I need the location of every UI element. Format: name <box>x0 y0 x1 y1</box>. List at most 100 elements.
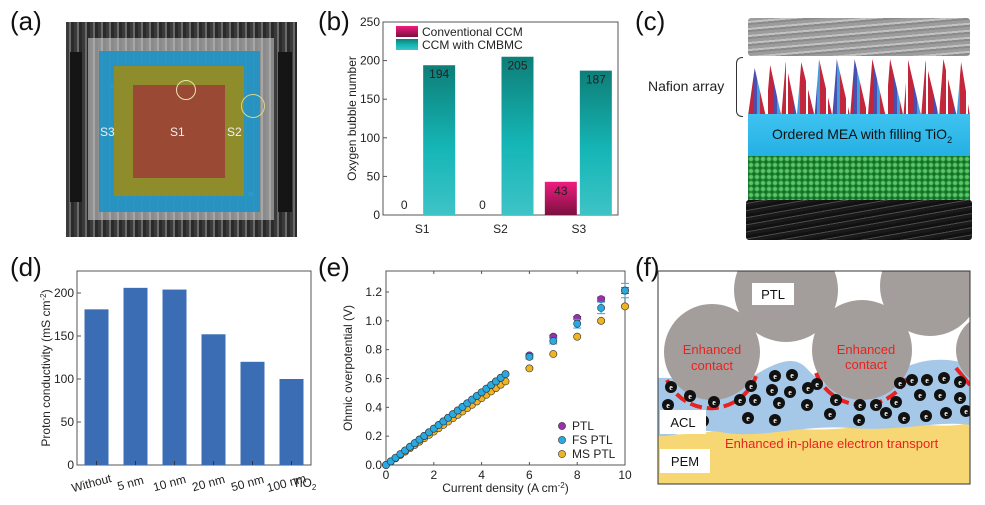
electron-label: e <box>902 414 906 423</box>
electron-label: e <box>806 384 810 393</box>
electron-icon <box>769 370 781 382</box>
catalyst-particle-layer <box>748 156 970 204</box>
electron-icon <box>662 399 674 411</box>
electron-icon <box>745 380 757 392</box>
region-label-s3: S3 <box>100 125 115 139</box>
region-label-s2: S2 <box>227 125 242 139</box>
data-label: 205 <box>507 59 527 73</box>
data-point <box>573 319 582 328</box>
panel-label-a: (a) <box>10 6 42 36</box>
electron-icon <box>684 390 696 402</box>
legend-swatch <box>396 39 418 50</box>
electron-icon <box>665 381 677 393</box>
data-point <box>549 337 558 345</box>
acl-label: ACL <box>670 415 695 430</box>
dark-slot-right <box>278 52 292 212</box>
ordered-mea-label: Ordered MEA with filling TiO2 <box>772 126 952 145</box>
legend-marker <box>558 422 566 430</box>
legend-label: FS PTL <box>572 433 613 447</box>
electron-label: e <box>942 374 946 383</box>
data-point <box>597 316 605 325</box>
data-point <box>573 332 582 341</box>
x-axis-label: Current density (A cm-2) <box>442 481 569 495</box>
x-tick-label: 10 <box>618 468 632 482</box>
electron-icon <box>921 374 933 386</box>
ptl-label: PTL <box>761 287 785 302</box>
electron-icon <box>906 374 918 386</box>
y-tick-label: 1.2 <box>365 285 382 299</box>
y-tick-label: 1.0 <box>365 314 382 328</box>
plot-frame <box>382 21 619 216</box>
data-point <box>621 286 629 295</box>
ordered-mea-label-text: Ordered MEA with filling TiO <box>772 126 948 142</box>
y-axis-label-sup: -2 <box>39 293 48 301</box>
data-point <box>525 352 534 361</box>
electron-icon <box>830 394 842 406</box>
electron-label: e <box>938 391 942 400</box>
panel-label-e: (e) <box>318 252 350 282</box>
ordered-mea-layer: Ordered MEA with filling TiO2 <box>748 114 970 156</box>
x-tick-label-tio2: TiO2 <box>293 476 317 492</box>
transport-label: Enhanced in-plane electron transport <box>725 436 939 451</box>
contact-label-1: Enhanced <box>683 342 742 357</box>
electron-icon <box>708 396 720 408</box>
ordered-mea-label-sub: 2 <box>947 134 953 145</box>
y-tick-label: 0 <box>67 458 74 472</box>
bar <box>162 289 187 465</box>
data-point <box>549 350 558 358</box>
y-axis-label: Ohmic overpotential (V) <box>341 305 355 431</box>
data-point <box>621 302 629 311</box>
x-tick-label: 8 <box>574 468 581 482</box>
electron-icon <box>890 396 902 408</box>
data-label: 194 <box>429 67 449 81</box>
legend-marker <box>558 436 566 444</box>
electron-icon <box>824 408 836 420</box>
electron-icon <box>801 399 813 411</box>
legend-marker <box>558 450 566 458</box>
y-tick-label: 100 <box>360 131 380 145</box>
electron-icon <box>769 414 781 426</box>
electron-icon <box>773 397 785 409</box>
x-tick-label: 2 <box>430 468 437 482</box>
x-tick-label: 0 <box>383 468 390 482</box>
electron-label: e <box>925 376 929 385</box>
electron-label: e <box>834 396 838 405</box>
electron-icon <box>934 389 946 401</box>
electron-label: e <box>773 416 777 425</box>
y-axis-label-close: ) <box>39 289 53 293</box>
electron-label: e <box>746 414 750 423</box>
electron-label: e <box>858 401 862 410</box>
data-point <box>597 303 605 312</box>
f-frame <box>657 270 971 485</box>
electron-label: e <box>898 379 902 388</box>
electron-label: e <box>924 412 928 421</box>
electron-icon <box>938 372 950 384</box>
nafion-bracket <box>736 57 743 117</box>
plot-frame <box>385 270 626 466</box>
electron-label: e <box>688 392 692 401</box>
electron-icon <box>802 382 814 394</box>
electron-icon <box>898 412 910 424</box>
data-point <box>501 370 510 379</box>
data-label: 0 <box>479 198 486 212</box>
plot-frame <box>76 270 312 466</box>
ptl-particle <box>956 321 970 379</box>
electron-icon <box>914 389 926 401</box>
electron-label: e <box>884 409 888 418</box>
legend-label: PTL <box>572 419 594 433</box>
y-tick-label: 0.4 <box>365 400 382 414</box>
electron-label: e <box>712 398 716 407</box>
data-label: 43 <box>554 184 568 198</box>
y-tick-label: 0 <box>373 208 380 222</box>
contact-label-2b: contact <box>845 357 887 372</box>
electron-icon <box>920 410 932 422</box>
electron-icon <box>742 412 754 424</box>
electron-icon <box>954 392 966 404</box>
contact-label-1b: contact <box>691 358 733 373</box>
top-ptl-layer <box>748 18 970 56</box>
electron-label: e <box>773 372 777 381</box>
electron-label: e <box>874 401 878 410</box>
y-tick-label: 0.8 <box>365 343 382 357</box>
